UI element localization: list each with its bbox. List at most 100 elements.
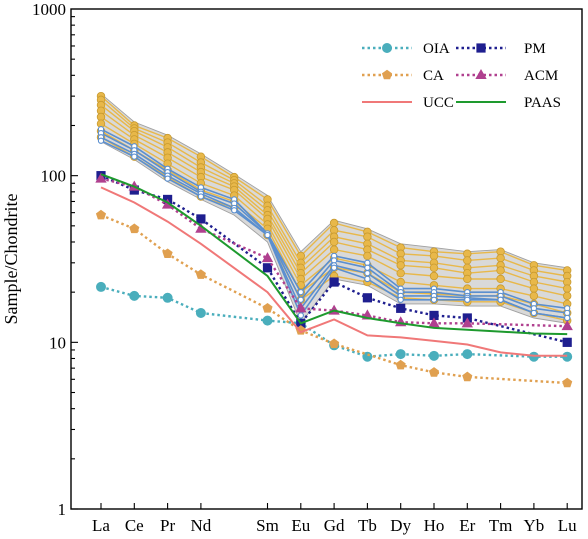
legend-item-pm: PM bbox=[456, 41, 546, 57]
acm-point bbox=[95, 172, 107, 183]
ca-point bbox=[95, 209, 107, 220]
sample-point bbox=[463, 256, 472, 265]
sample-point bbox=[197, 193, 205, 200]
x-tick-label: Tm bbox=[489, 516, 513, 535]
y-tick-label: 10 bbox=[49, 333, 66, 352]
x-tick-label: Nd bbox=[191, 516, 212, 535]
sample-point bbox=[496, 266, 505, 275]
legend-item-paas: PAAS bbox=[456, 95, 561, 111]
oia-point bbox=[462, 349, 473, 360]
sample-point bbox=[396, 268, 405, 278]
sample-point bbox=[563, 284, 572, 293]
oia-point bbox=[262, 315, 273, 326]
sample-point bbox=[131, 153, 138, 160]
sample-point bbox=[297, 289, 304, 296]
sample-point bbox=[264, 231, 271, 239]
acm-point bbox=[295, 302, 307, 313]
legend-marker bbox=[381, 43, 392, 54]
sample-point bbox=[330, 264, 338, 271]
sample-point bbox=[564, 314, 571, 322]
y-axis-title: Sample/Chondrite bbox=[1, 193, 21, 324]
x-tick-label: Sm bbox=[256, 516, 279, 535]
y-tick-label: 100 bbox=[41, 167, 67, 186]
sample-point bbox=[364, 270, 371, 277]
legend-label: PM bbox=[524, 41, 546, 57]
oia-point bbox=[162, 292, 173, 303]
y-tick-label: 1000 bbox=[32, 0, 66, 19]
oia-point bbox=[395, 349, 406, 360]
oia-point bbox=[129, 290, 140, 301]
sample-point bbox=[297, 312, 304, 319]
x-tick-label: Eu bbox=[291, 516, 310, 535]
ca-point bbox=[329, 338, 340, 349]
sample-point bbox=[464, 296, 471, 303]
acm-point bbox=[461, 317, 473, 328]
acm-point bbox=[561, 320, 573, 331]
paas-line bbox=[100, 173, 568, 336]
x-tick-label: Ce bbox=[125, 516, 144, 535]
x-tick-label: Tb bbox=[358, 516, 377, 535]
sample-point bbox=[496, 274, 505, 284]
sample-point bbox=[430, 296, 438, 303]
ca-point bbox=[262, 303, 273, 313]
x-tick-label: Ho bbox=[424, 516, 445, 535]
sample-point bbox=[497, 296, 504, 303]
sample-series-orange-5 bbox=[96, 112, 572, 301]
sample-point bbox=[529, 284, 539, 293]
sample-point bbox=[329, 237, 339, 247]
ca-point bbox=[395, 359, 406, 370]
sample-point bbox=[364, 259, 371, 266]
sample-series-blue-2 bbox=[97, 129, 571, 317]
sample-point bbox=[329, 245, 339, 254]
sample-point bbox=[364, 264, 371, 271]
legend-label: UCC bbox=[423, 95, 454, 111]
sample-point bbox=[429, 251, 439, 261]
ca-point bbox=[195, 269, 206, 279]
sample-point bbox=[231, 207, 238, 214]
sample-point bbox=[396, 277, 405, 287]
legend-marker bbox=[475, 68, 487, 79]
y-axis: 1 10 100 1000 bbox=[32, 0, 78, 519]
sample-point bbox=[329, 218, 339, 228]
legend-item-oia: OIA bbox=[362, 41, 450, 57]
ca-point bbox=[428, 367, 440, 377]
sample-point bbox=[564, 309, 571, 317]
x-tick-label: Yb bbox=[524, 516, 545, 535]
reference-series-ucc bbox=[100, 186, 568, 357]
reference-series-paas bbox=[100, 173, 568, 336]
legend-item-acm: ACM bbox=[456, 68, 558, 84]
legend-item-ucc: UCC bbox=[362, 95, 454, 111]
sample-point bbox=[363, 251, 372, 261]
pm-point bbox=[329, 277, 339, 287]
sample-point bbox=[463, 274, 472, 284]
legend-item-ca: CA bbox=[362, 68, 444, 84]
x-tick-label: Lu bbox=[558, 516, 577, 535]
y-tick-label: 1 bbox=[58, 500, 67, 519]
sample-point bbox=[297, 296, 304, 303]
ucc-line bbox=[100, 186, 568, 357]
sample-point bbox=[363, 232, 372, 241]
sample-point bbox=[429, 271, 439, 281]
ca-point bbox=[129, 223, 140, 234]
sample-series-blue-4 bbox=[97, 137, 571, 322]
sample-point bbox=[97, 137, 105, 144]
pm-point bbox=[562, 337, 572, 347]
legend-label: PAAS bbox=[524, 95, 561, 111]
x-tick-label: Dy bbox=[390, 516, 411, 535]
acm-point bbox=[261, 252, 274, 263]
sample-lines bbox=[96, 91, 572, 325]
sample-point bbox=[397, 296, 404, 303]
sample-point bbox=[396, 261, 405, 270]
sample-point bbox=[529, 291, 539, 301]
oia-point bbox=[428, 350, 439, 361]
pm-point bbox=[262, 263, 273, 273]
x-tick-label: Er bbox=[459, 516, 475, 535]
ca-point bbox=[162, 248, 173, 259]
x-tick-label: Gd bbox=[324, 516, 345, 535]
oia-point bbox=[195, 307, 206, 318]
plot-frame bbox=[70, 8, 583, 510]
sample-point bbox=[164, 175, 171, 182]
reference-lines bbox=[95, 171, 573, 388]
legend-label: OIA bbox=[423, 41, 450, 57]
